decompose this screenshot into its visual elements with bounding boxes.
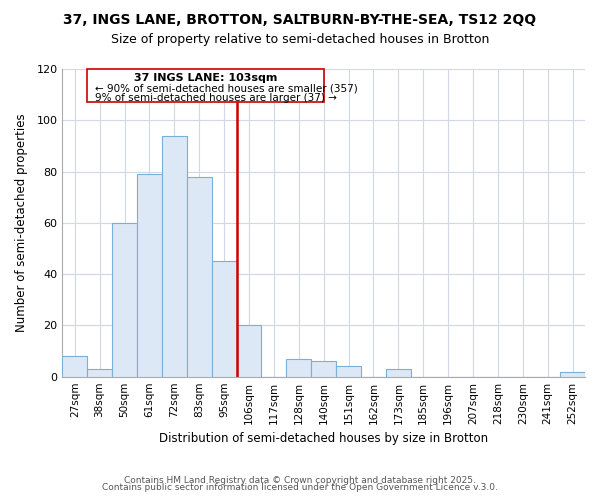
Bar <box>311 362 336 376</box>
Bar <box>87 369 112 376</box>
Bar <box>560 372 585 376</box>
Bar <box>386 369 411 376</box>
X-axis label: Distribution of semi-detached houses by size in Brotton: Distribution of semi-detached houses by … <box>159 432 488 445</box>
Bar <box>187 176 212 376</box>
Bar <box>137 174 162 376</box>
Bar <box>286 358 311 376</box>
Text: 37, INGS LANE, BROTTON, SALTBURN-BY-THE-SEA, TS12 2QQ: 37, INGS LANE, BROTTON, SALTBURN-BY-THE-… <box>64 12 536 26</box>
Text: 37 INGS LANE: 103sqm: 37 INGS LANE: 103sqm <box>134 73 277 83</box>
Bar <box>162 136 187 376</box>
Text: Contains HM Land Registry data © Crown copyright and database right 2025.: Contains HM Land Registry data © Crown c… <box>124 476 476 485</box>
Bar <box>62 356 87 376</box>
Text: Size of property relative to semi-detached houses in Brotton: Size of property relative to semi-detach… <box>111 32 489 46</box>
Bar <box>236 326 262 376</box>
Bar <box>212 262 236 376</box>
Bar <box>336 366 361 376</box>
Y-axis label: Number of semi-detached properties: Number of semi-detached properties <box>15 114 28 332</box>
FancyBboxPatch shape <box>87 69 323 102</box>
Text: ← 90% of semi-detached houses are smaller (357): ← 90% of semi-detached houses are smalle… <box>95 83 358 93</box>
Bar <box>112 223 137 376</box>
Text: Contains public sector information licensed under the Open Government Licence v.: Contains public sector information licen… <box>102 484 498 492</box>
Text: 9% of semi-detached houses are larger (37) →: 9% of semi-detached houses are larger (3… <box>95 94 337 104</box>
